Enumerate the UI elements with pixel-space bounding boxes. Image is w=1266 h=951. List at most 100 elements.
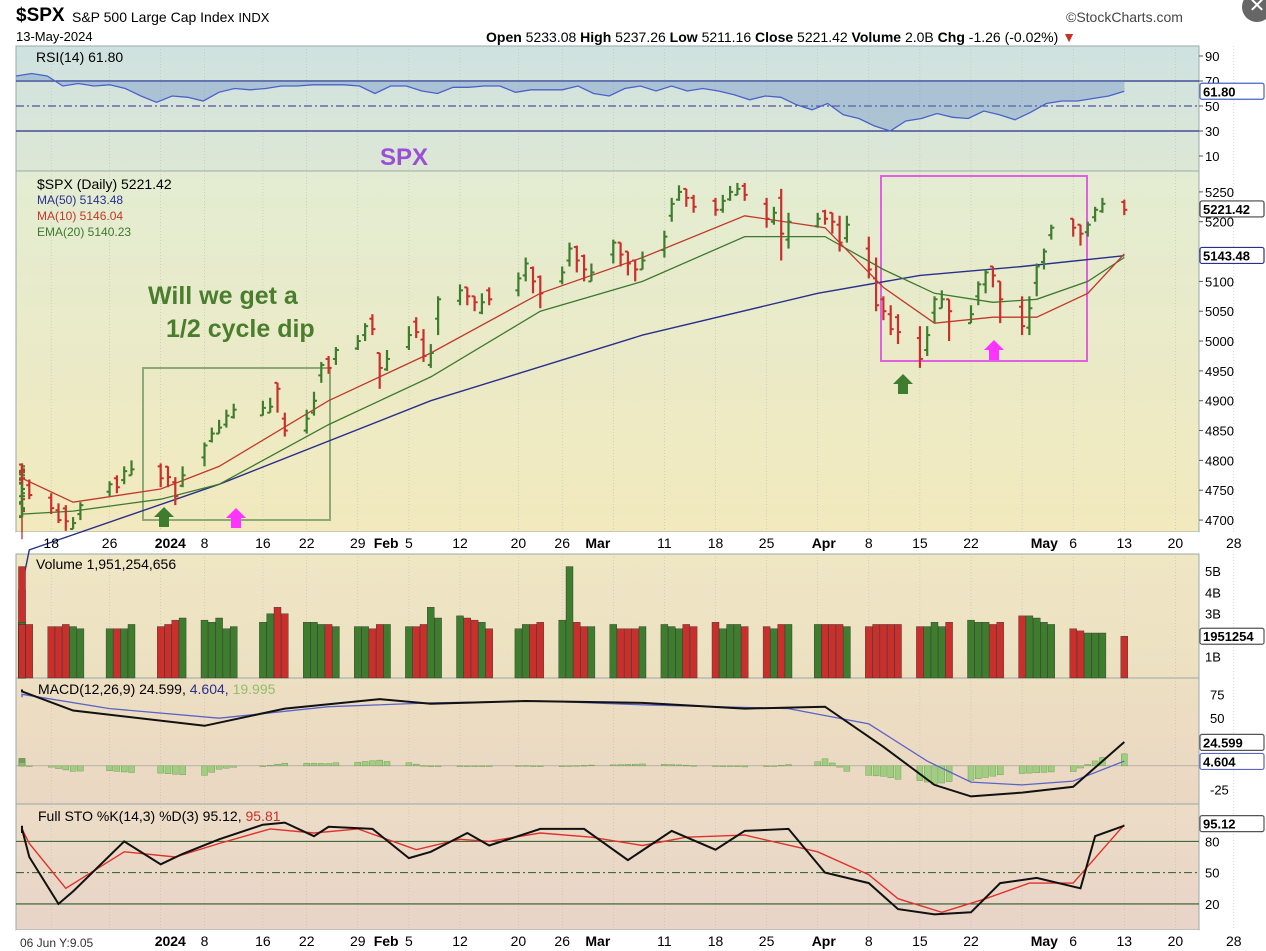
- price-bar-15: [48, 493, 55, 515]
- volume-bar-38: [310, 622, 318, 679]
- macd-hist-5: [18, 760, 26, 767]
- price-bar-79: [734, 182, 741, 196]
- x-label-16: 16: [255, 535, 271, 551]
- macd-hist-44: [369, 760, 376, 767]
- price-bar-114: [1099, 197, 1106, 213]
- x-label-25: 25: [759, 933, 775, 949]
- macd-hist-40: [325, 763, 332, 767]
- sto-d-line: [21, 824, 1125, 914]
- x-label-28: 28: [1226, 933, 1242, 949]
- volume-bar-76: [711, 622, 720, 679]
- x-label-20: 20: [1168, 933, 1184, 949]
- macd-hist-18: [69, 765, 77, 772]
- price-bar-42: [354, 335, 361, 351]
- macd-hist-114: [1099, 757, 1106, 767]
- macd-hist-2: [18, 758, 26, 767]
- x-label-28: 28: [1226, 535, 1242, 551]
- price-bar-102: [982, 269, 989, 294]
- macd-hist-62: [566, 765, 573, 767]
- green-arrow-apr: [893, 374, 913, 394]
- volume-bar-33: [259, 622, 267, 679]
- price-bar-0: [19, 497, 25, 519]
- ma10-line: [21, 215, 1125, 540]
- volume-bar-56: [485, 628, 493, 679]
- sto-layer: [16, 821, 1199, 916]
- price-bar-109: [1048, 224, 1055, 240]
- price-bar-21: [113, 475, 120, 494]
- price-bar-82: [770, 206, 777, 225]
- price-bar-38: [311, 391, 317, 416]
- volume-bar-95: [916, 626, 924, 679]
- volume-bar-115: [1120, 636, 1129, 679]
- x-label-20: 20: [511, 933, 527, 949]
- ma50-line: [21, 255, 1125, 586]
- close-icon[interactable]: ✕: [1242, 0, 1266, 22]
- price-bar-14: [26, 479, 33, 500]
- rsi-overbought-fill: [16, 73, 1125, 131]
- macd-panel: [15, 677, 1200, 805]
- price-bar-75: [690, 194, 697, 213]
- macd-hist-35: [274, 763, 281, 767]
- sto-legend: Full STO %K(14,3) %D(3) 95.12, 95.81: [38, 808, 281, 824]
- volume-bar-70: [638, 626, 647, 679]
- price-bar-59: [530, 266, 536, 294]
- macd-hist-59: [529, 765, 537, 767]
- volume-bar-4: [18, 624, 26, 679]
- rsi-line: [15, 72, 1125, 132]
- price-bar-44: [369, 314, 376, 336]
- macd-signal-tag: 4.604: [1203, 754, 1236, 769]
- x-label-Apr: Apr: [812, 933, 837, 949]
- index-name: S&P 500 Large Cap Index INDX: [72, 9, 270, 25]
- volume-bar-65: [587, 626, 596, 679]
- price-bar-6: [19, 469, 25, 509]
- price-bar-31: [223, 409, 230, 428]
- price-bar-63: [573, 245, 580, 273]
- volume-bar-74: [682, 624, 690, 679]
- volume-bar-60: [536, 622, 544, 679]
- x-label-26: 26: [554, 933, 570, 949]
- x-label-15: 15: [912, 535, 928, 551]
- price-bar-85: [814, 212, 821, 228]
- ylabel-5200: 5200: [1205, 215, 1234, 230]
- sto-label-20: 20: [1205, 897, 1219, 912]
- ylabel-5000: 5000: [1205, 334, 1234, 349]
- volume-bar-12: [18, 630, 26, 679]
- volume-bar-6: [18, 628, 26, 679]
- chart-header: $SPX S&P 500 Large Cap Index INDX 13-May…: [0, 0, 1266, 46]
- macd-label--25: -25: [1210, 783, 1229, 798]
- macd-hist-49: [420, 765, 427, 767]
- price-bar-61: [559, 266, 566, 285]
- macd-label-50: 50: [1210, 711, 1224, 726]
- volume-bar-31: [222, 628, 231, 679]
- macd-hist-113: [1091, 760, 1099, 767]
- volume-bar-48: [412, 626, 420, 679]
- price-bar-45: [376, 351, 383, 389]
- ylabel-5250: 5250: [1205, 185, 1234, 200]
- volume-bar-17: [62, 624, 70, 679]
- macd-hist-39: [318, 763, 325, 767]
- price-bar-34: [267, 397, 274, 414]
- x-label-8: 8: [865, 535, 873, 551]
- volume-bar-104: [996, 622, 1004, 679]
- x-label-18: 18: [708, 535, 724, 551]
- price-bar-2: [19, 503, 25, 518]
- macd-hist-63: [573, 765, 580, 767]
- x-axis-bottom: 2024 8 16 22 29 Feb 5 12 20 26 Mar 11 18 25 Apr 8 15 22 Ma…: [155, 933, 1242, 949]
- price-bar-103: [989, 265, 996, 288]
- volume-bar-16: [54, 626, 63, 679]
- macd-hist-69: [632, 763, 639, 767]
- macd-signal-tag-box: [1199, 752, 1265, 771]
- price-bar-94: [895, 314, 901, 345]
- macd-hist-65: [588, 764, 595, 767]
- volume-bar-21: [113, 628, 121, 679]
- macd-hist-31: [223, 765, 230, 769]
- volume-bar-96: [923, 626, 931, 679]
- volume-bar-35: [273, 607, 282, 679]
- volume-bar-18: [69, 626, 77, 679]
- macd-hist-77: [719, 765, 726, 767]
- volume-bar-75: [689, 626, 698, 679]
- macd-tag-box: [1199, 733, 1265, 751]
- volume-bar-1: [18, 566, 26, 679]
- macd-hist-28: [201, 765, 208, 776]
- price-bar-50: [427, 344, 434, 368]
